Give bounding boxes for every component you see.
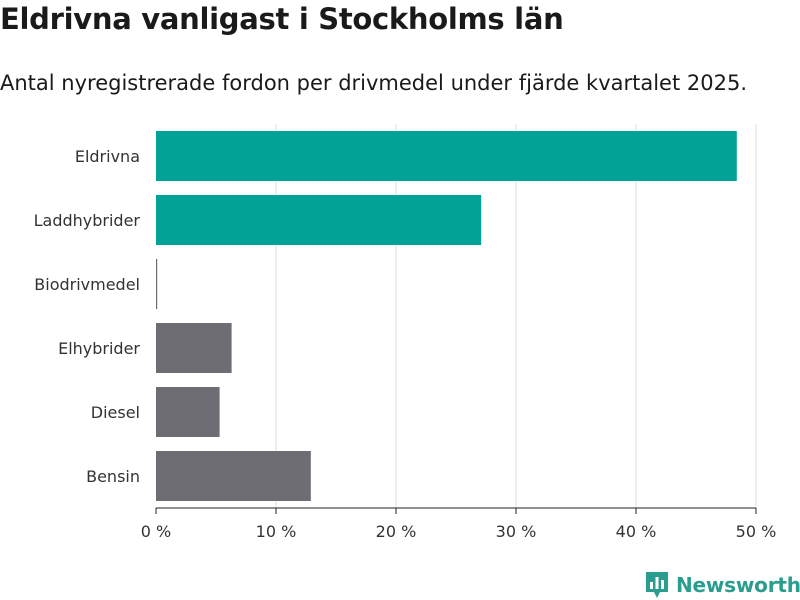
x-tick-label: 50 % [736,522,777,541]
chart-subtitle: Antal nyregistrerade fordon per drivmede… [0,71,748,95]
x-tick-label: 30 % [496,522,537,541]
category-label: Eldrivna [75,147,140,166]
category-label: Laddhybrider [34,211,141,230]
chart-title: Eldrivna vanligast i Stockholms län [0,2,564,36]
category-label: Bensin [86,467,140,486]
bar-laddhybrider [156,195,482,245]
x-tick-label: 20 % [376,522,417,541]
x-tick-label: 0 % [141,522,171,541]
category-label: Biodrivmedel [34,275,140,294]
bar-bensin [156,451,311,501]
logo-text: Newsworthy [676,573,800,597]
category-label: Diesel [91,403,140,422]
category-label: Elhybrider [58,339,140,358]
bar-diesel [156,387,220,437]
bar-chart-badge-icon [646,572,668,598]
x-tick-label: 40 % [616,522,657,541]
bar-biodrivmedel [156,259,158,309]
newsworthy-logo: Newsworthy [644,570,800,600]
x-tick-label: 10 % [256,522,297,541]
bar-elhybrider [156,323,232,373]
bar-eldrivna [156,131,737,181]
